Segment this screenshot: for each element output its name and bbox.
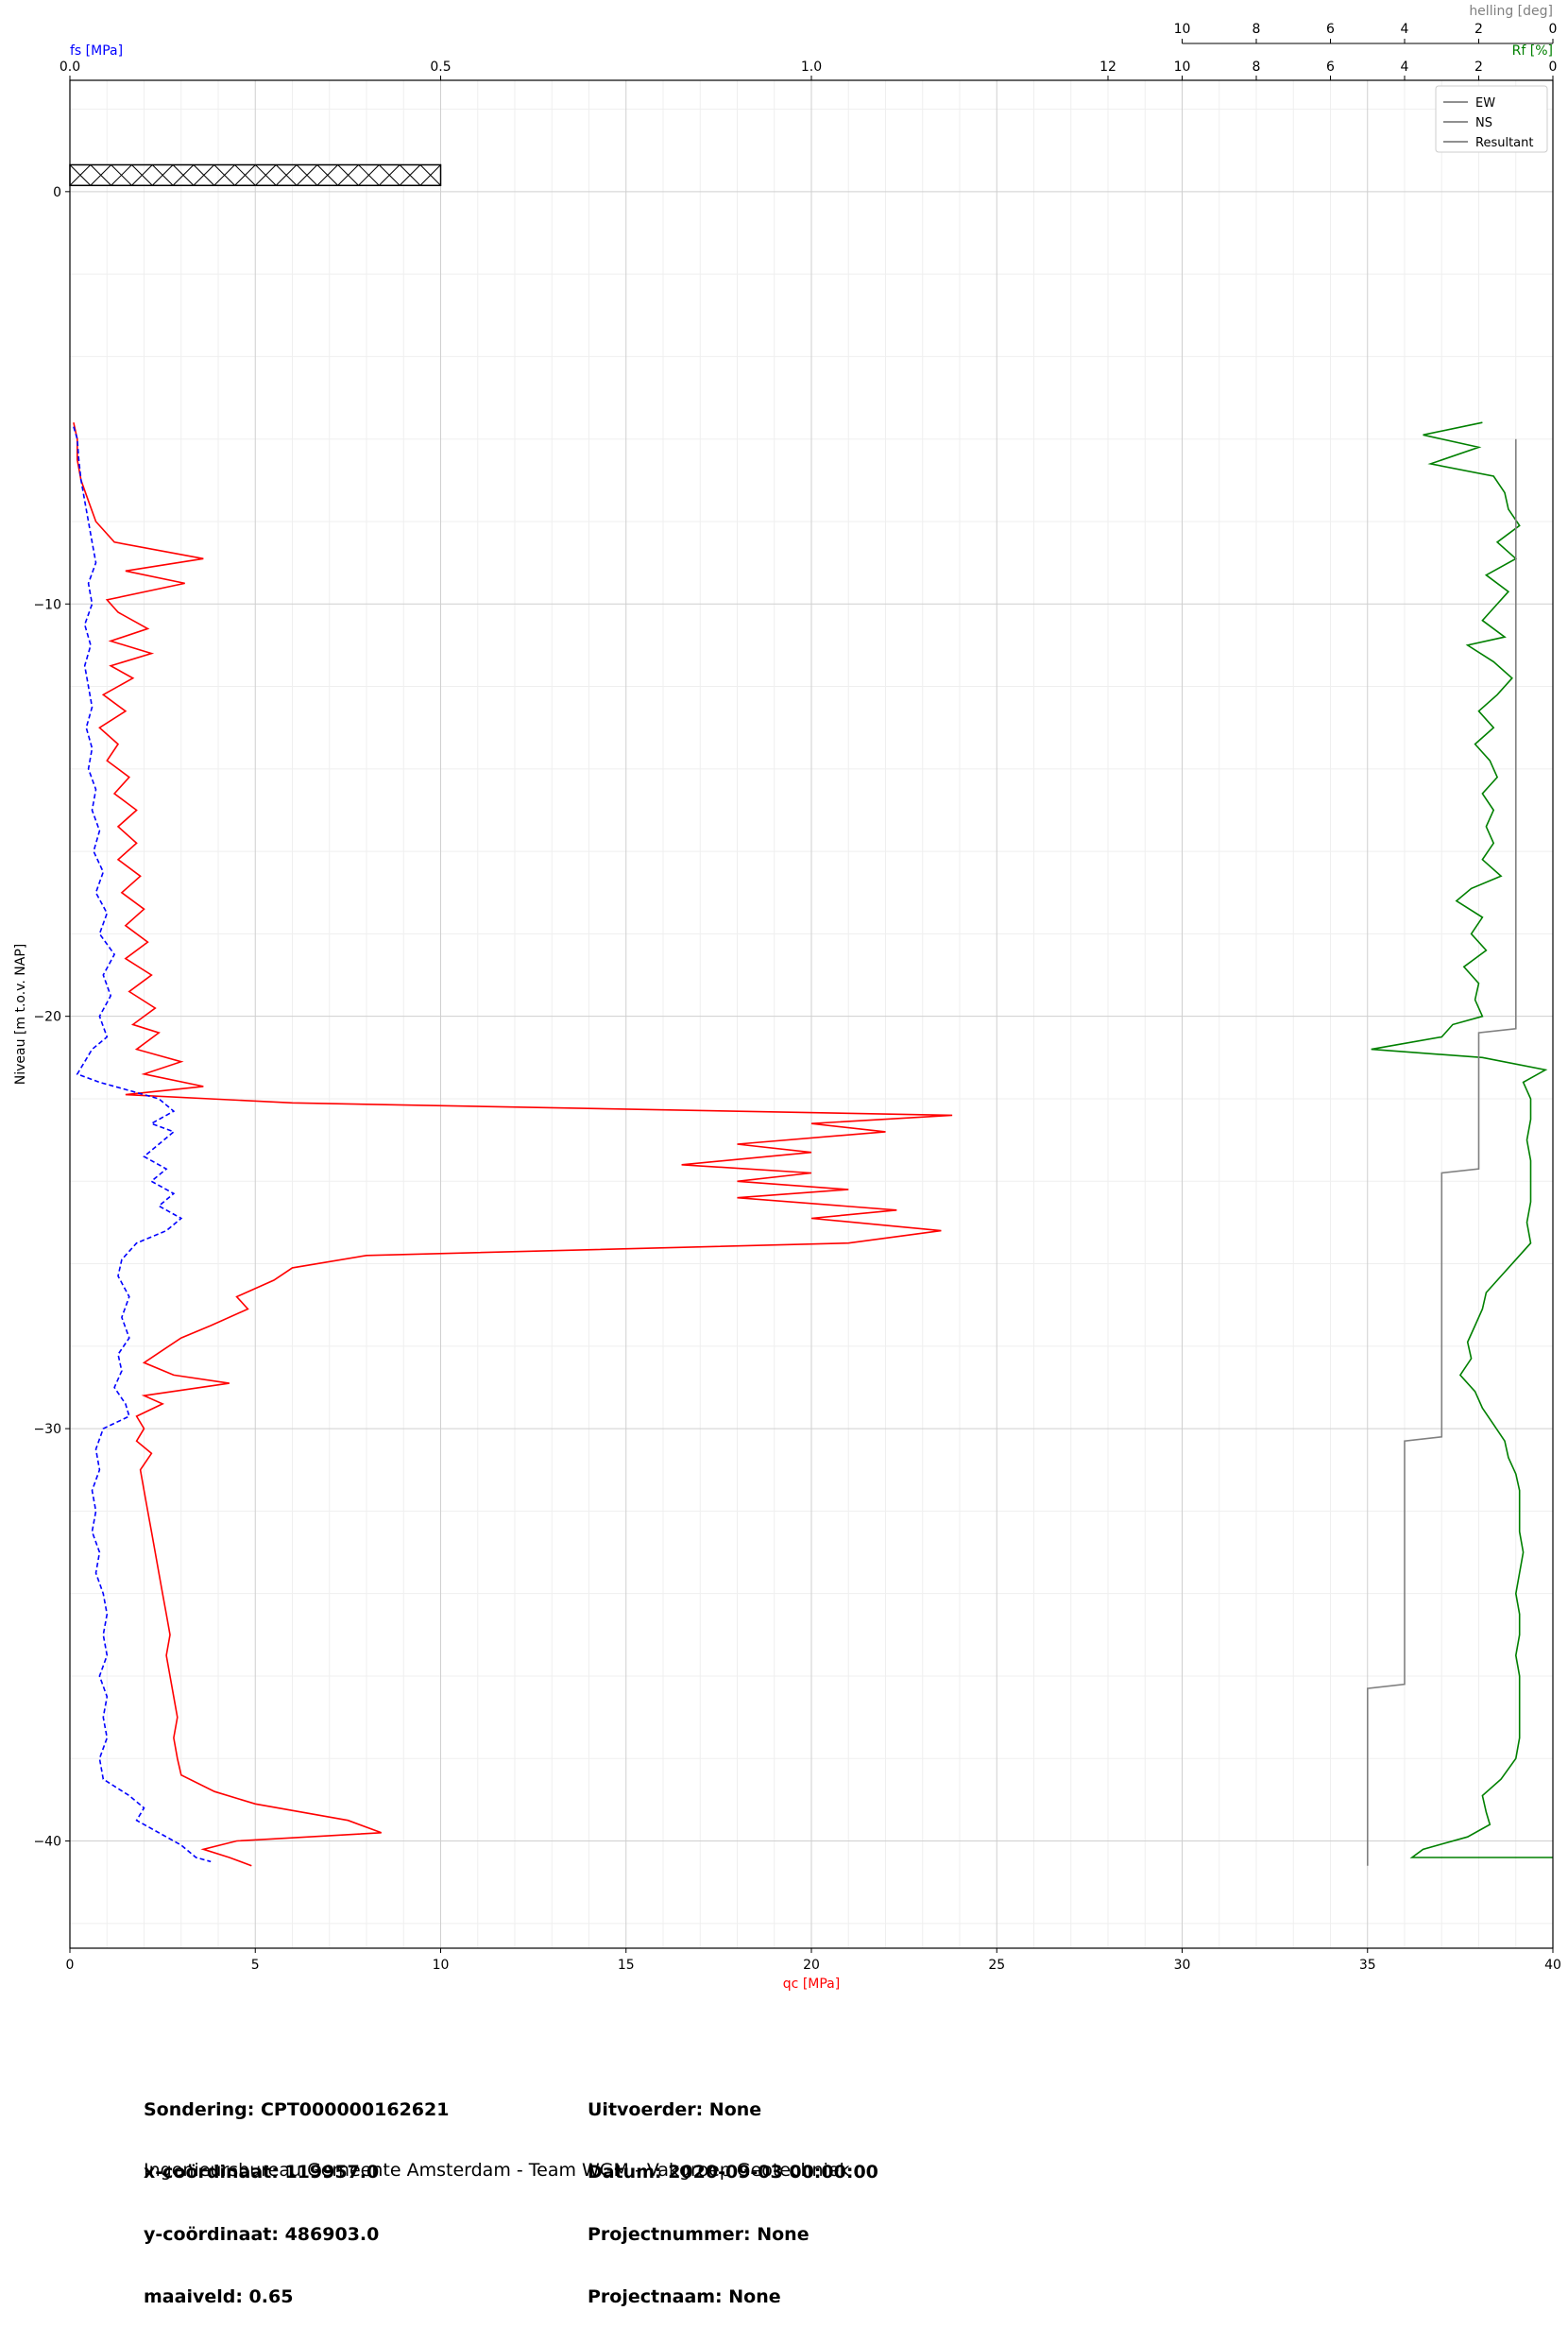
info-right: Uitvoerder: None Datum: 2020-09-03 00:00… [588, 2058, 878, 2328]
series-qc [73, 422, 953, 1867]
rf-tick-label: 8 [1253, 60, 1261, 75]
maaiveld-hatch-line [399, 164, 421, 186]
helling-axis-label: helling [deg] [1469, 4, 1553, 19]
helling-tick-label: 6 [1326, 22, 1335, 37]
info-projectnummer: Projectnummer: None [588, 2224, 810, 2245]
maaiveld-hatch-line [378, 164, 401, 186]
helling-tick-label: 0 [1549, 22, 1558, 37]
y-tick-label: −40 [33, 1835, 61, 1850]
maaiveld-hatch-line [111, 164, 132, 186]
series-resultant [1367, 438, 1517, 1866]
qc-tick-label: 25 [988, 1958, 1005, 1973]
maaiveld-hatch-line [151, 164, 174, 186]
qc-tick-label: 15 [618, 1958, 635, 1973]
info-maaiveld: maaiveld: 0.65 [144, 2286, 294, 2307]
helling-tick-label: 10 [1174, 22, 1191, 37]
footer-text: Ingenieursbureau Gemeente Amsterdam - Te… [144, 2160, 850, 2181]
info-y-coordinate: y-coördinaat: 486903.0 [144, 2224, 380, 2245]
qc-tick-label: 0 [66, 1958, 75, 1973]
y-tick-label: −10 [33, 597, 61, 612]
maaiveld-hatch-line [316, 164, 339, 186]
rf-tick-label: 0 [1549, 60, 1558, 75]
rf-tick-label: 12 [1099, 60, 1116, 75]
qc-tick-label: 40 [1544, 1958, 1561, 1973]
y-tick-label: −20 [33, 1010, 61, 1025]
legend-entry-ns: NS [1475, 116, 1492, 130]
y-tick-label: 0 [53, 185, 61, 200]
rf-axis-label: Rf [%] [1512, 43, 1553, 59]
series-fs [73, 426, 212, 1863]
maaiveld-hatch-line [193, 164, 215, 186]
info-sondering: Sondering: CPT000000162621 [144, 2099, 450, 2120]
rf-tick-label: 4 [1401, 60, 1409, 75]
qc-axis-label: qc [MPa] [783, 1977, 840, 1992]
helling-tick-label: 2 [1474, 22, 1483, 37]
maaiveld-hatch-line [131, 164, 153, 186]
maaiveld-hatch-line [172, 164, 195, 186]
rf-tick-label: 10 [1174, 60, 1191, 75]
fs-axis-label: fs [MPa] [70, 43, 123, 59]
series-rf [1371, 421, 1553, 1858]
legend-entry-ew: EW [1475, 96, 1495, 111]
maaiveld-hatch-line [419, 164, 441, 186]
maaiveld-hatch-line [358, 164, 380, 186]
helling-tick-label: 4 [1401, 22, 1409, 37]
info-datum: Datum: 2020-09-03 00:00:00 [588, 2162, 878, 2182]
qc-tick-label: 10 [433, 1958, 450, 1973]
fs-tick-label: 0.0 [60, 60, 80, 75]
qc-tick-label: 5 [251, 1958, 260, 1973]
qc-tick-label: 20 [803, 1958, 820, 1973]
rf-tick-label: 6 [1326, 60, 1335, 75]
info-projectnaam: Projectnaam: None [588, 2286, 781, 2307]
maaiveld-hatch-line [255, 164, 277, 186]
legend-entry-resultant: Resultant [1475, 136, 1533, 150]
qc-tick-label: 30 [1174, 1958, 1191, 1973]
maaiveld-hatch-line [234, 164, 256, 186]
y-tick-label: −30 [33, 1422, 61, 1437]
info-uitvoerder: Uitvoerder: None [588, 2099, 762, 2120]
info-x-coordinate: x-coördinaat: 119957.0 [144, 2162, 380, 2182]
maaiveld-hatch-line [90, 164, 111, 186]
y-axis-label: Niveau [m t.o.v. NAP] [13, 944, 28, 1085]
info-left: Sondering: CPT000000162621 x-coördinaat:… [144, 2058, 449, 2328]
qc-tick-label: 35 [1359, 1958, 1376, 1973]
fs-tick-label: 1.0 [801, 60, 822, 75]
fs-tick-label: 0.5 [430, 60, 451, 75]
helling-tick-label: 8 [1253, 22, 1261, 37]
maaiveld-hatch-line [296, 164, 318, 186]
maaiveld-hatch-line [69, 164, 92, 186]
maaiveld-hatch-line [275, 164, 298, 186]
maaiveld-hatch-line [213, 164, 235, 186]
rf-tick-label: 2 [1474, 60, 1483, 75]
maaiveld-hatch-line [337, 164, 359, 186]
cpt-chart: 0 −10 −20 −30 −40 Niveau [m t.o.v. NAP] 0 5 10 15… [13, 4, 1561, 1992]
